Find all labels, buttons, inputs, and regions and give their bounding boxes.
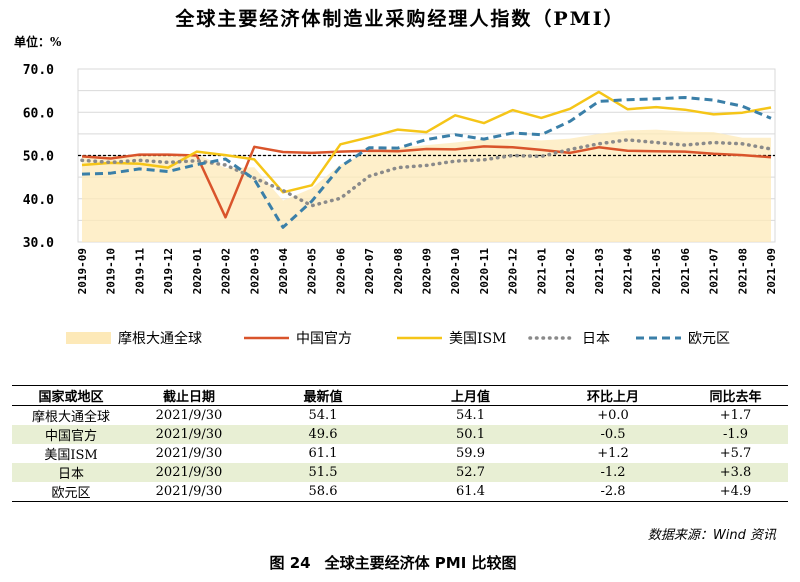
x-tick-label: 2021-03 <box>593 248 606 294</box>
table-header-row: 国家或地区 截止日期 最新值 上月值 环比上月 同比去年 <box>12 385 788 406</box>
x-tick-label: 2019-10 <box>105 248 118 294</box>
x-tick-label: 2019-12 <box>162 248 175 294</box>
table-cell: +0.0 <box>597 408 629 423</box>
x-tick-label: 2021-06 <box>679 248 692 295</box>
table-header-cell: 最新值 <box>248 385 398 406</box>
x-tick-label: 2019-09 <box>76 248 89 294</box>
figure-caption-text: 全球主要经济体 PMI 比较图 <box>324 554 517 572</box>
table-cell: +4.9 <box>683 482 788 502</box>
x-tick-label: 2020-10 <box>449 248 462 294</box>
y-tick-label: 40.0 <box>23 193 54 208</box>
y-tick-label: 70.0 <box>23 63 54 78</box>
y-tick-label: 60.0 <box>23 106 54 121</box>
table-cell: -2.8 <box>543 482 683 502</box>
table-cell: +1.2 <box>597 446 629 461</box>
table-cell: 61.1 <box>308 446 338 461</box>
x-tick-label: 2020-03 <box>248 248 261 294</box>
table-row: 摩根大通全球 2021/9/30 54.1 54.1 +0.0 +1.7 <box>12 406 788 425</box>
legend-label: 中国官方 <box>296 331 352 347</box>
table-row: 美国ISM 2021/9/30 61.1 59.9 +1.2 +5.7 <box>12 444 788 463</box>
x-tick-label: 2021-05 <box>650 248 663 294</box>
x-tick-label: 2020-05 <box>306 248 319 294</box>
table-cell: +3.8 <box>683 463 788 482</box>
x-tick-label: 2020-12 <box>507 248 520 294</box>
x-tick-label: 2020-02 <box>220 248 233 294</box>
x-tick-label: 2020-11 <box>478 248 491 295</box>
series-line-中国官方 <box>81 145 772 219</box>
table-cell: 51.5 <box>248 463 398 482</box>
series-line-美国ISM <box>81 90 772 194</box>
table-cell: 摩根大通全球 <box>31 410 110 425</box>
table-cell: -0.5 <box>543 425 683 444</box>
table-row: 中国官方 2021/9/30 49.6 50.1 -0.5 -1.9 <box>12 425 788 444</box>
table-cell: -1.2 <box>543 463 683 482</box>
table-cell: 49.6 <box>248 425 398 444</box>
table-cell: 2021/9/30 <box>155 408 223 423</box>
x-tick-label: 2020-09 <box>421 248 434 294</box>
series-area-摩根大通全球 <box>82 129 771 242</box>
legend-label: 日本 <box>582 331 610 347</box>
table-cell: 59.9 <box>456 446 485 461</box>
x-tick-label: 2021-07 <box>708 248 721 294</box>
figure-number: 图 24 <box>269 554 311 572</box>
legend-label: 美国ISM <box>449 331 506 347</box>
table-cell: 2021/9/30 <box>155 446 223 461</box>
pmi-line-chart: 30.0 40.0 50.0 60.0 70.0 2019-09 2019-10 2019-1… <box>23 63 778 347</box>
y-tick-label: 30.0 <box>23 236 54 251</box>
table-cell: 54.1 <box>456 408 485 423</box>
table-cell: 2021/9/30 <box>130 463 248 482</box>
x-tick-label: 2020-01 <box>191 248 204 295</box>
series-line-日本 <box>80 138 773 208</box>
chart-title: 全球主要经济体制造业采购经理人指数（PMI） <box>175 8 625 30</box>
table-cell: 61.4 <box>398 482 543 502</box>
series-line-欧元区 <box>81 96 772 229</box>
table-cell: 2021/9/30 <box>130 425 248 444</box>
x-tick-label: 2020-04 <box>277 248 290 295</box>
table-cell: 58.6 <box>248 482 398 502</box>
table-cell: 2021/9/30 <box>130 482 248 502</box>
table-cell: +5.7 <box>719 446 752 461</box>
x-tick-label: 2021-01 <box>535 248 548 295</box>
x-tick-label: 2019-11 <box>133 248 146 295</box>
table-cell: 52.7 <box>398 463 543 482</box>
x-tick-label: 2020-08 <box>392 248 405 294</box>
table-header-cell: 截止日期 <box>130 385 248 406</box>
legend-swatch <box>66 332 111 344</box>
x-tick-label: 2021-09 <box>765 248 778 294</box>
table-header-cell: 国家或地区 <box>12 385 130 406</box>
table-cell: 欧元区 <box>12 482 130 502</box>
figure-caption: 图 24 全球主要经济体 PMI 比较图 <box>0 552 800 573</box>
table-cell: -1.9 <box>683 425 788 444</box>
table-cell: 日本 <box>12 463 130 482</box>
x-tick-label: 2021-08 <box>736 248 749 294</box>
table-header-cell: 同比去年 <box>683 385 788 406</box>
table-cell: 54.1 <box>308 408 338 423</box>
legend-label: 欧元区 <box>688 331 730 347</box>
unit-label: 单位：% <box>14 35 62 49</box>
x-tick-label: 2021-02 <box>564 248 577 294</box>
y-tick-label: 50.0 <box>23 150 54 165</box>
table-row: 欧元区 2021/9/30 58.6 61.4 -2.8 +4.9 <box>12 482 788 502</box>
data-source-note: 数据来源：Wind 资讯 <box>647 528 776 543</box>
x-tick-label: 2021-04 <box>621 248 634 295</box>
table-header-cell: 环比上月 <box>543 385 683 406</box>
legend-label: 摩根大通全球 <box>118 330 202 347</box>
table-cell: +1.7 <box>719 408 752 423</box>
table-header-cell: 上月值 <box>398 385 543 406</box>
x-tick-label: 2020-07 <box>363 248 376 294</box>
pmi-summary-table: 国家或地区 截止日期 最新值 上月值 环比上月 同比去年 摩根大通全球 2021… <box>12 385 788 502</box>
table-cell: 美国ISM <box>44 448 98 463</box>
table-cell: 50.1 <box>398 425 543 444</box>
x-tick-label: 2020-06 <box>334 248 347 295</box>
table-row: 日本 2021/9/30 51.5 52.7 -1.2 +3.8 <box>12 463 788 482</box>
table-cell: 中国官方 <box>12 425 130 444</box>
